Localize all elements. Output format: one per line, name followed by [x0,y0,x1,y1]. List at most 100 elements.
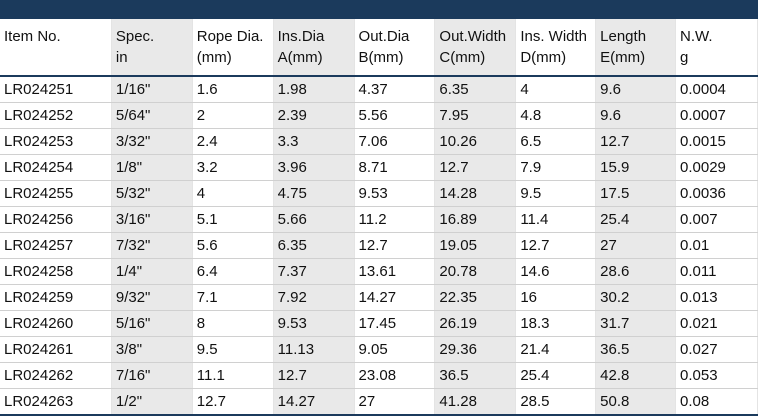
cell-ins-dia: 11.13 [273,336,355,363]
table-row: LR024254 1/8" 3.2 3.96 8.71 12.7 7.9 15.9 0.0029 [0,154,758,181]
cell-out-width: 19.05 [434,232,517,259]
cell-ins-width: 4.8 [515,102,597,129]
cell-spec: 1/8" [111,154,193,181]
cell-length: 9.6 [595,102,676,129]
cell-spec: 5/32" [111,180,193,207]
header-row-units: in (mm) A(mm) B(mm) C(mm) D(mm) E(mm) g [0,46,758,77]
cell-rope-dia: 7.1 [192,284,274,311]
cell-item-no: LR024261 [0,336,112,363]
cell-rope-dia: 5.1 [192,206,274,233]
cell-nw: 0.01 [675,232,758,259]
unit-nw: g [675,46,758,77]
table-row: LR024257 7/32" 5.6 6.35 12.7 19.05 12.7 27 0.01 [0,232,758,259]
cell-out-width: 41.28 [434,388,517,416]
cell-ins-dia: 2.39 [273,102,355,129]
cell-item-no: LR024251 [0,76,112,103]
cell-spec: 7/16" [111,362,193,389]
cell-ins-dia: 6.35 [273,232,355,259]
unit-ins-dia: A(mm) [273,46,355,77]
cell-item-no: LR024257 [0,232,112,259]
cell-spec: 7/32" [111,232,193,259]
header-item-no: Item No. [0,19,112,46]
cell-out-dia: 5.56 [354,102,436,129]
cell-out-dia: 9.53 [354,180,436,207]
cell-item-no: LR024252 [0,102,112,129]
cell-length: 25.4 [595,206,676,233]
cell-nw: 0.013 [675,284,758,311]
cell-out-width: 20.78 [434,258,517,285]
table-row: LR024255 5/32" 4 4.75 9.53 14.28 9.5 17.5 0.0036 [0,180,758,207]
unit-length: E(mm) [595,46,676,77]
cell-ins-width: 18.3 [515,310,597,337]
table-row: LR024262 7/16" 11.1 12.7 23.08 36.5 25.4 42.8 0.… [0,362,758,389]
cell-rope-dia: 8 [192,310,274,337]
cell-ins-width: 9.5 [515,180,597,207]
cell-length: 27 [595,232,676,259]
cell-spec: 9/32" [111,284,193,311]
cell-out-dia: 8.71 [354,154,436,181]
cell-item-no: LR024260 [0,310,112,337]
cell-item-no: LR024259 [0,284,112,311]
cell-nw: 0.0004 [675,76,758,103]
cell-length: 30.2 [595,284,676,311]
cell-length: 28.6 [595,258,676,285]
header-out-width: Out.Width [434,19,517,46]
cell-item-no: LR024253 [0,128,112,155]
cell-length: 15.9 [595,154,676,181]
cell-ins-dia: 7.92 [273,284,355,311]
cell-nw: 0.0036 [675,180,758,207]
cell-out-dia: 9.05 [354,336,436,363]
table-row: LR024252 5/64" 2 2.39 5.56 7.95 4.8 9.6 0.0007 [0,102,758,129]
cell-out-width: 22.35 [434,284,517,311]
cell-out-width: 7.95 [434,102,517,129]
cell-out-width: 26.19 [434,310,517,337]
cell-ins-dia: 5.66 [273,206,355,233]
header-out-dia: Out.Dia [354,19,436,46]
header-ins-dia: Ins.Dia [273,19,355,46]
cell-item-no: LR024258 [0,258,112,285]
cell-nw: 0.007 [675,206,758,233]
cell-nw: 0.021 [675,310,758,337]
specification-table: Item No. Spec. Rope Dia. Ins.Dia Out.Dia… [0,19,758,416]
cell-nw: 0.027 [675,336,758,363]
cell-ins-width: 21.4 [515,336,597,363]
cell-out-dia: 13.61 [354,258,436,285]
cell-out-dia: 7.06 [354,128,436,155]
cell-ins-dia: 1.98 [273,76,355,103]
cell-out-dia: 14.27 [354,284,436,311]
cell-nw: 0.0029 [675,154,758,181]
cell-ins-dia: 3.96 [273,154,355,181]
cell-spec: 1/16" [111,76,193,103]
cell-out-width: 10.26 [434,128,517,155]
cell-ins-width: 7.9 [515,154,597,181]
cell-spec: 5/16" [111,310,193,337]
cell-rope-dia: 12.7 [192,388,274,416]
cell-out-width: 29.36 [434,336,517,363]
cell-item-no: LR024255 [0,180,112,207]
cell-out-width: 16.89 [434,206,517,233]
table-row: LR024259 9/32" 7.1 7.92 14.27 22.35 16 30.2 0.01… [0,284,758,311]
table-row: LR024263 1/2" 12.7 14.27 27 41.28 28.5 50.8 0.08 [0,388,758,416]
cell-ins-dia: 3.3 [273,128,355,155]
cell-spec: 3/32" [111,128,193,155]
cell-rope-dia: 9.5 [192,336,274,363]
unit-rope-dia: (mm) [192,46,274,77]
table-row: LR024261 3/8" 9.5 11.13 9.05 29.36 21.4 36.5 0.0… [0,336,758,363]
cell-ins-dia: 7.37 [273,258,355,285]
unit-item-no [0,46,112,77]
cell-spec: 1/2" [111,388,193,416]
cell-out-dia: 23.08 [354,362,436,389]
cell-ins-width: 4 [515,76,597,103]
cell-item-no: LR024262 [0,362,112,389]
cell-item-no: LR024254 [0,154,112,181]
cell-spec: 3/16" [111,206,193,233]
cell-out-dia: 12.7 [354,232,436,259]
cell-out-dia: 4.37 [354,76,436,103]
cell-rope-dia: 2.4 [192,128,274,155]
table-row: LR024251 1/16" 1.6 1.98 4.37 6.35 4 9.6 0.0004 [0,76,758,103]
header-length: Length [595,19,676,46]
cell-nw: 0.011 [675,258,758,285]
table-top-bar [0,0,758,19]
cell-ins-width: 25.4 [515,362,597,389]
